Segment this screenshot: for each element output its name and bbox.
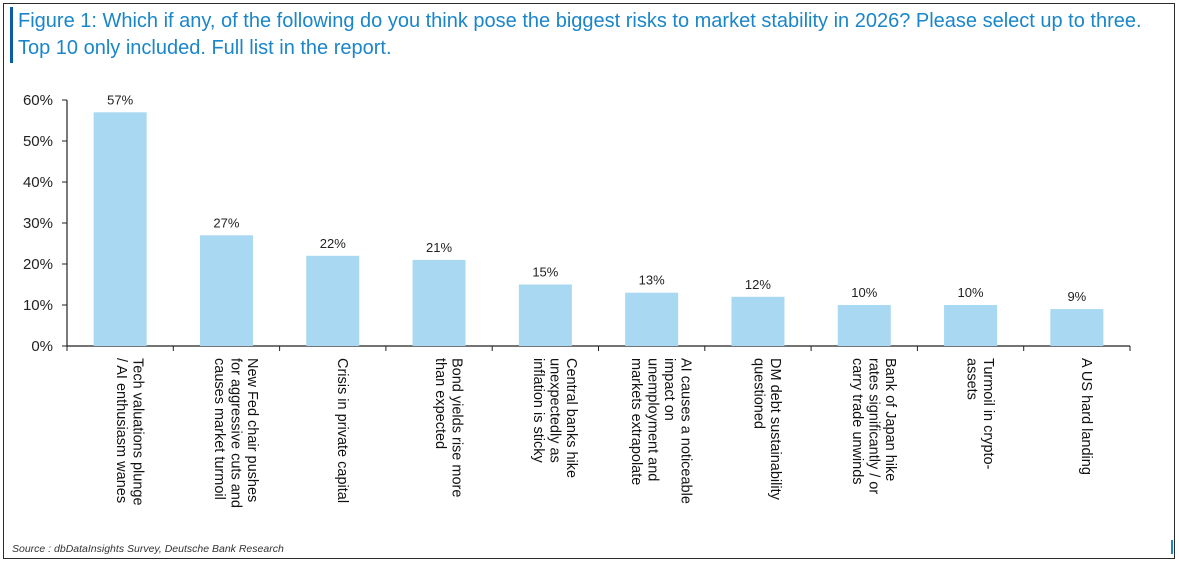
data-label: 27%	[213, 215, 239, 230]
category-label: Turmoil in crypto-assets	[963, 358, 996, 470]
category-label-line: New Fed chair pushes	[244, 358, 260, 502]
y-tick-label: 10%	[23, 297, 53, 314]
category-label-line: A US hard landing	[1078, 358, 1094, 475]
y-tick-label: 50%	[23, 133, 53, 150]
bar	[412, 259, 466, 346]
data-label: 22%	[320, 236, 346, 251]
category-label-line: Central banks hike	[563, 358, 579, 478]
category-label-line: Bond yields rise more	[448, 358, 464, 497]
data-label: 57%	[107, 92, 133, 107]
category-label-line: Bank of Japan hike	[882, 358, 898, 481]
category-label-line: impact on	[661, 358, 677, 421]
category-label-line: unexpectedly as	[546, 358, 562, 463]
y-tick-label: 40%	[23, 174, 53, 191]
bar	[93, 112, 147, 346]
data-label: 10%	[958, 285, 984, 300]
bar	[306, 255, 360, 346]
data-label: 15%	[532, 265, 558, 280]
bar	[625, 292, 679, 346]
category-label-line: DM debt sustainability	[767, 358, 783, 501]
y-tick-label: 20%	[23, 256, 53, 273]
data-label: 13%	[639, 273, 665, 288]
bar	[1050, 309, 1104, 346]
y-tick-label: 30%	[23, 215, 53, 232]
title-accent-bar	[10, 7, 13, 63]
bar-chart: 0% 10% 20% 30% 40% 50% 60% 57% Tech valuations p…	[23, 92, 1131, 508]
category-label: Crisis in private capital	[334, 358, 350, 503]
category-label-line: inflation is sticky	[530, 358, 546, 464]
y-tick-label: 60%	[23, 92, 53, 109]
category-label-line: for aggressive cuts and	[227, 358, 243, 508]
corner-mark	[1171, 540, 1173, 554]
category-label-line: Crisis in private capital	[334, 358, 350, 503]
figure-title: Figure 1: Which if any, of the following…	[18, 10, 1142, 59]
category-label-line: Tech valuations plunge	[129, 358, 145, 506]
category-label-line: AI causes a noticeable	[677, 358, 693, 504]
bar	[199, 235, 253, 346]
category-label-line: carry trade unwinds	[849, 358, 865, 485]
category-label: A US hard landing	[1078, 358, 1094, 475]
category-label-line: Turmoil in crypto-	[980, 358, 996, 470]
category-label-line: questioned	[751, 358, 767, 429]
bar	[731, 296, 785, 346]
data-label: 10%	[851, 285, 877, 300]
bar	[518, 284, 572, 346]
data-label: 12%	[745, 277, 771, 292]
data-label: 9%	[1067, 289, 1086, 304]
bar	[837, 305, 891, 346]
source-note: Source : dbDataInsights Survey, Deutsche…	[12, 543, 284, 555]
data-label: 21%	[426, 240, 452, 255]
category-label-line: causes market turmoil	[211, 358, 227, 500]
category-label-line: / AI enthusiasm wanes	[113, 358, 129, 503]
figure-frame	[3, 3, 1175, 559]
y-tick-label: 0%	[31, 338, 53, 355]
category-label: Tech valuations plunge/ AI enthusiasm wa…	[113, 358, 146, 506]
category-label-line: rates significantly / or	[865, 358, 881, 494]
category-label-line: markets extrapolate	[628, 358, 644, 485]
category-label-line: unemployment and	[644, 358, 660, 481]
bar	[944, 305, 998, 346]
category-label-line: than expected	[432, 358, 448, 449]
category-label-line: assets	[963, 358, 979, 400]
